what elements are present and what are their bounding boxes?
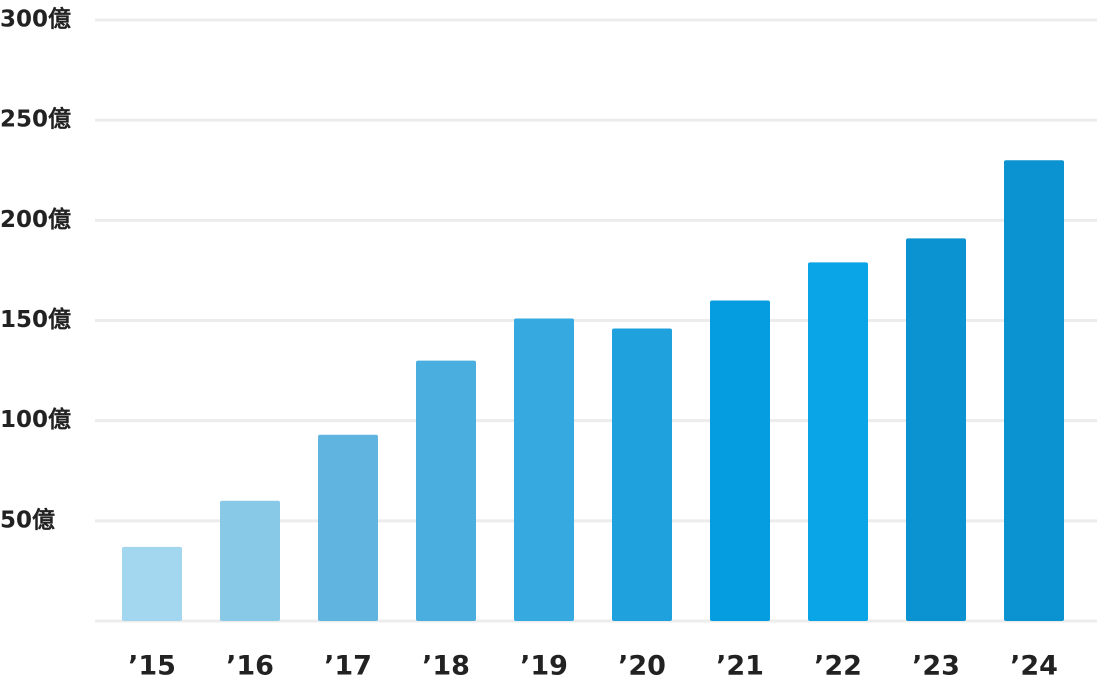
bar (612, 328, 672, 621)
x-tick-label: ’15 (128, 651, 176, 682)
bar (318, 434, 378, 621)
y-tick-label: 150億 (0, 306, 71, 333)
y-tick-label: 100億 (0, 406, 71, 433)
bar (514, 318, 574, 621)
bar (122, 546, 182, 621)
bar (220, 500, 280, 621)
bar (808, 262, 868, 621)
x-tick-label: ’17 (324, 651, 372, 682)
x-tick-label: ’21 (716, 651, 764, 682)
x-tick-label: ’23 (912, 651, 960, 682)
y-tick-label: 50億 (0, 506, 55, 533)
x-tick-label: ’16 (226, 651, 274, 682)
bar (1004, 160, 1064, 621)
bar (416, 360, 476, 621)
x-tick-label: ’24 (1010, 651, 1058, 682)
y-tick-label: 250億 (0, 106, 71, 133)
x-tick-label: ’22 (814, 651, 862, 682)
y-tick-label: 300億 (0, 6, 71, 33)
bar (906, 238, 966, 621)
x-tick-label: ’20 (618, 651, 666, 682)
x-tick-label: ’19 (520, 651, 568, 682)
bar (710, 300, 770, 621)
x-tick-label: ’18 (422, 651, 470, 682)
y-tick-label: 200億 (0, 206, 71, 233)
